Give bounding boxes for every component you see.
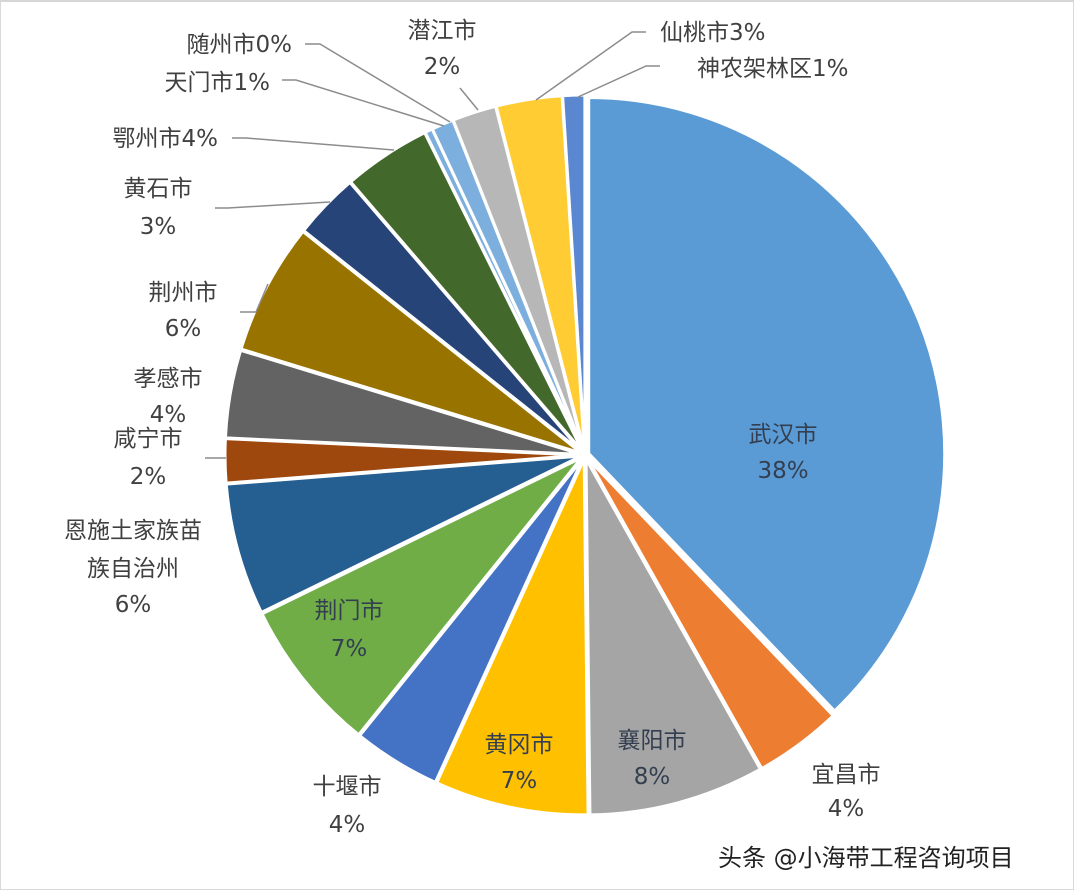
pie-slice xyxy=(587,96,947,714)
label-wuhan-pct: 38% xyxy=(757,458,808,484)
label-tianmen: 天门市1% xyxy=(165,70,271,96)
label-jingmen-name: 荆门市 xyxy=(315,598,384,624)
label-xiangyang-pct: 8% xyxy=(634,764,671,790)
label-huangshi-name: 黄石市 xyxy=(124,176,193,202)
label-enshi-line2: 族自治州 xyxy=(87,556,179,582)
label-shiyan-pct: 4% xyxy=(329,812,366,838)
label-yichang-name: 宜昌市 xyxy=(812,762,881,788)
pie-slices xyxy=(223,93,947,817)
label-xiaogan-name: 孝感市 xyxy=(134,366,203,392)
watermark: 头条 @小海带工程咨询项目 xyxy=(718,844,1014,872)
leader-lines xyxy=(205,31,660,459)
label-huanggang-name: 黄冈市 xyxy=(485,732,554,758)
pie-slice xyxy=(584,458,763,817)
label-xiaogan-pct: 4% xyxy=(150,402,187,428)
label-wuhan-name: 武汉市 xyxy=(749,422,818,448)
pie-slice xyxy=(586,457,836,771)
label-enshi-pct: 6% xyxy=(115,592,152,618)
label-enshi-line1: 恩施土家族苗 xyxy=(64,518,202,544)
label-jingzhou-name: 荆州市 xyxy=(149,280,218,306)
label-ezhou: 鄂州市4% xyxy=(113,126,219,152)
label-huangshi-pct: 3% xyxy=(140,214,177,240)
pie-slice xyxy=(561,93,587,452)
label-xiangyang-name: 襄阳市 xyxy=(618,728,687,754)
pie-slice xyxy=(434,458,590,817)
label-yichang-pct: 4% xyxy=(828,796,865,822)
pie-slice xyxy=(260,456,584,737)
label-suizhou: 随州市0% xyxy=(187,32,293,58)
label-shiyan-name: 十堰市 xyxy=(313,774,382,800)
label-xianning-name: 咸宁市 xyxy=(114,426,183,452)
label-huanggang-pct: 7% xyxy=(501,768,538,794)
label-jingmen-pct: 7% xyxy=(331,636,368,662)
label-jingzhou-pct: 6% xyxy=(165,316,202,342)
label-qianjiang-pct: 2% xyxy=(424,54,461,80)
label-xiantao: 仙桃市3% xyxy=(660,20,766,46)
label-qianjiang-name: 潜江市 xyxy=(408,18,477,44)
pie-slice xyxy=(224,454,582,615)
label-xianning-pct: 2% xyxy=(130,464,167,490)
label-shennongjia: 神农架林区1% xyxy=(697,56,849,82)
